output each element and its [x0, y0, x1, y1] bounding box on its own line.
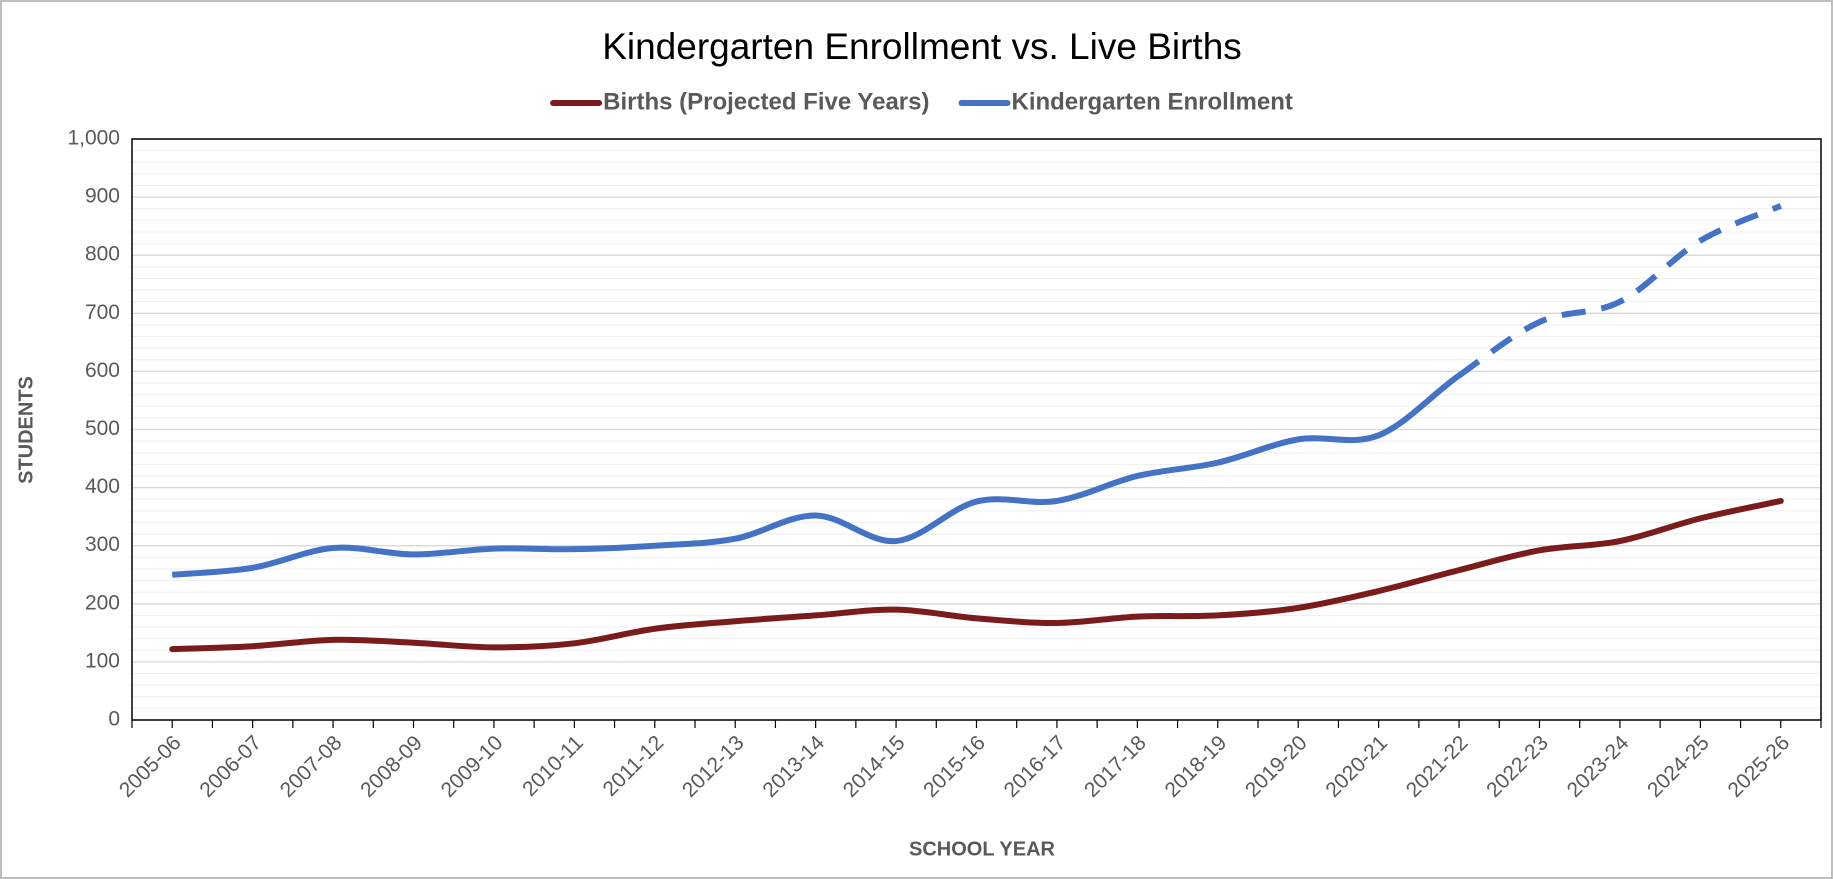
- series-line: [171, 203, 1782, 578]
- y-axis-title: STUDENTS: [15, 376, 37, 484]
- y-tick-label: 900: [85, 185, 120, 208]
- lines: [169, 203, 1784, 653]
- chart-title: Kindergarten Enrollment vs. Live Births: [602, 26, 1242, 67]
- y-tick-label: 700: [85, 301, 120, 324]
- y-tick-label: 300: [85, 533, 120, 556]
- x-axis-title: SCHOOL YEAR: [909, 838, 1056, 860]
- series-line: [169, 497, 1784, 653]
- y-tick-label: 800: [85, 243, 120, 266]
- y-tick-label: 100: [85, 649, 120, 672]
- y-tick-label: 400: [85, 475, 120, 498]
- legend-label: Kindergarten Enrollment: [1011, 88, 1292, 115]
- legend: Births (Projected Five Years) Kindergarte…: [550, 88, 1293, 115]
- y-tick-label: 600: [85, 359, 120, 382]
- y-tick-label: 200: [85, 591, 120, 614]
- y-tick-label: 500: [85, 417, 120, 440]
- legend-label: Births (Projected Five Years): [603, 88, 929, 115]
- y-tick-label: 1,000: [67, 127, 120, 150]
- y-tick-label: 0: [108, 708, 120, 731]
